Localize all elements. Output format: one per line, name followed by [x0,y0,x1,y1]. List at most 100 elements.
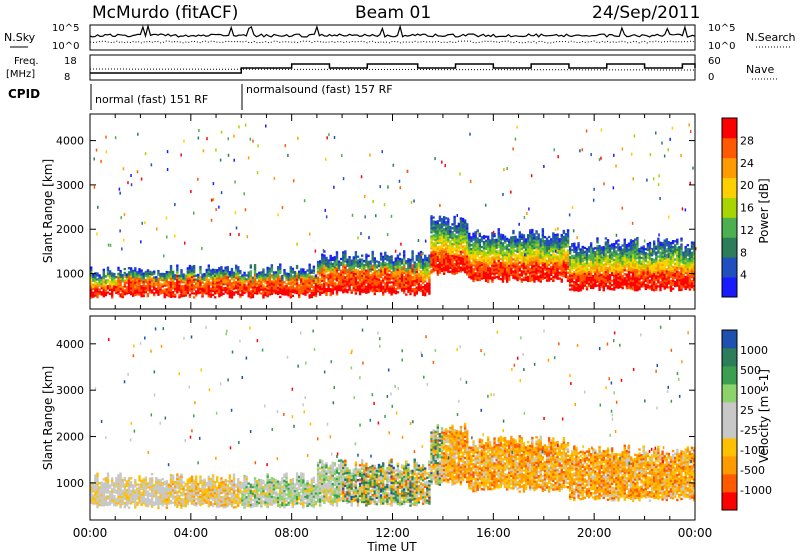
echo-cell [169,277,173,280]
echo-cell [111,280,114,283]
echo-cell [108,284,112,287]
echo-cell [604,258,608,262]
echo-cell [638,251,641,255]
echo-cell [564,271,568,275]
echo-cell [686,268,689,271]
echo-cell [453,223,456,226]
echo-cell [104,287,108,291]
echo-cell [688,264,692,267]
echo-cell [516,266,519,270]
echo-cell [459,240,463,244]
echo-cell [453,264,456,268]
echo-cell [266,280,269,284]
echo-cell [455,255,458,258]
echo-cell [377,264,381,268]
echo-cell [461,249,465,252]
echo-cell [117,272,120,276]
echo-cell [566,229,570,232]
echo-cell [396,268,400,272]
echo-cell [545,275,549,278]
echo-cell [373,263,376,266]
echo-cell [468,252,471,255]
echo-cell [508,238,511,241]
echo-cell [508,260,511,263]
echo-cell [684,246,687,249]
echo-cell [169,267,173,270]
echo-cell [568,268,572,271]
echo-cell [438,235,442,238]
echo-cell [533,252,536,256]
echo-cell [98,292,101,296]
echo-cell [436,224,440,227]
echo-cell [625,253,629,257]
echo-cell [90,288,93,291]
echo-cell [545,277,549,280]
echo-cell [386,287,389,290]
echo-cell [537,243,540,246]
echo-cell [178,274,181,277]
echo-cell [161,283,164,286]
echo-cell [487,280,490,284]
echo-cell [463,235,467,238]
echo-cell [667,282,671,285]
echo-cell [678,259,681,262]
echo-cell [547,275,551,278]
echo-cell [657,255,660,258]
echo-cell [461,261,465,264]
echo-cell [579,250,582,253]
echo-cell [188,275,192,278]
echo-cell [669,275,673,278]
echo-cell [564,253,568,256]
echo-cell [610,269,614,273]
echo-cell [415,282,419,285]
echo-cell [403,250,406,253]
echo-cell [606,255,610,258]
echo-cell [642,281,645,284]
echo-cell [421,278,425,281]
echo-cell [350,269,353,272]
echo-cell [400,279,404,282]
echo-cell [459,242,463,246]
echo-cell [634,270,637,274]
echo-cell [533,266,536,269]
echo-cell [667,248,671,252]
echo-cell [663,261,666,264]
echo-cell [312,277,316,281]
echo-cell [478,276,482,280]
echo-cell [537,263,540,266]
echo-cell [255,284,259,287]
echo-cell [655,245,658,248]
echo-cell [358,266,362,269]
echo-cell [230,267,234,271]
echo-cell [442,224,446,227]
echo-cell [615,270,618,273]
echo-cell [438,217,442,220]
echo-cell [432,244,435,247]
echo-cell [524,272,528,275]
echo-cell [304,289,307,292]
echo-cell [455,267,458,270]
echo-cell [388,279,391,282]
echo-cell [678,288,681,292]
echo-cell [663,239,666,242]
echo-cell [621,276,624,280]
echo-cell [640,283,643,286]
echo-cell [308,269,311,273]
echo-cell [186,269,190,272]
echo-cell [682,259,685,262]
freq-tick-bottom: 8 [64,72,70,83]
echo-cell [442,230,446,233]
echo-cell [463,257,467,260]
echo-cell [449,246,452,249]
echo-cell [253,278,257,281]
echo-cell [447,222,450,225]
echo-cell [610,251,614,254]
echo-cell [377,290,381,293]
echo-cell [550,238,553,241]
echo-cell [545,249,549,252]
echo-cell [199,275,202,279]
echo-cell [268,287,271,290]
echo-cell [478,232,482,236]
echo-cell [148,278,152,282]
echo-cell [249,272,253,275]
